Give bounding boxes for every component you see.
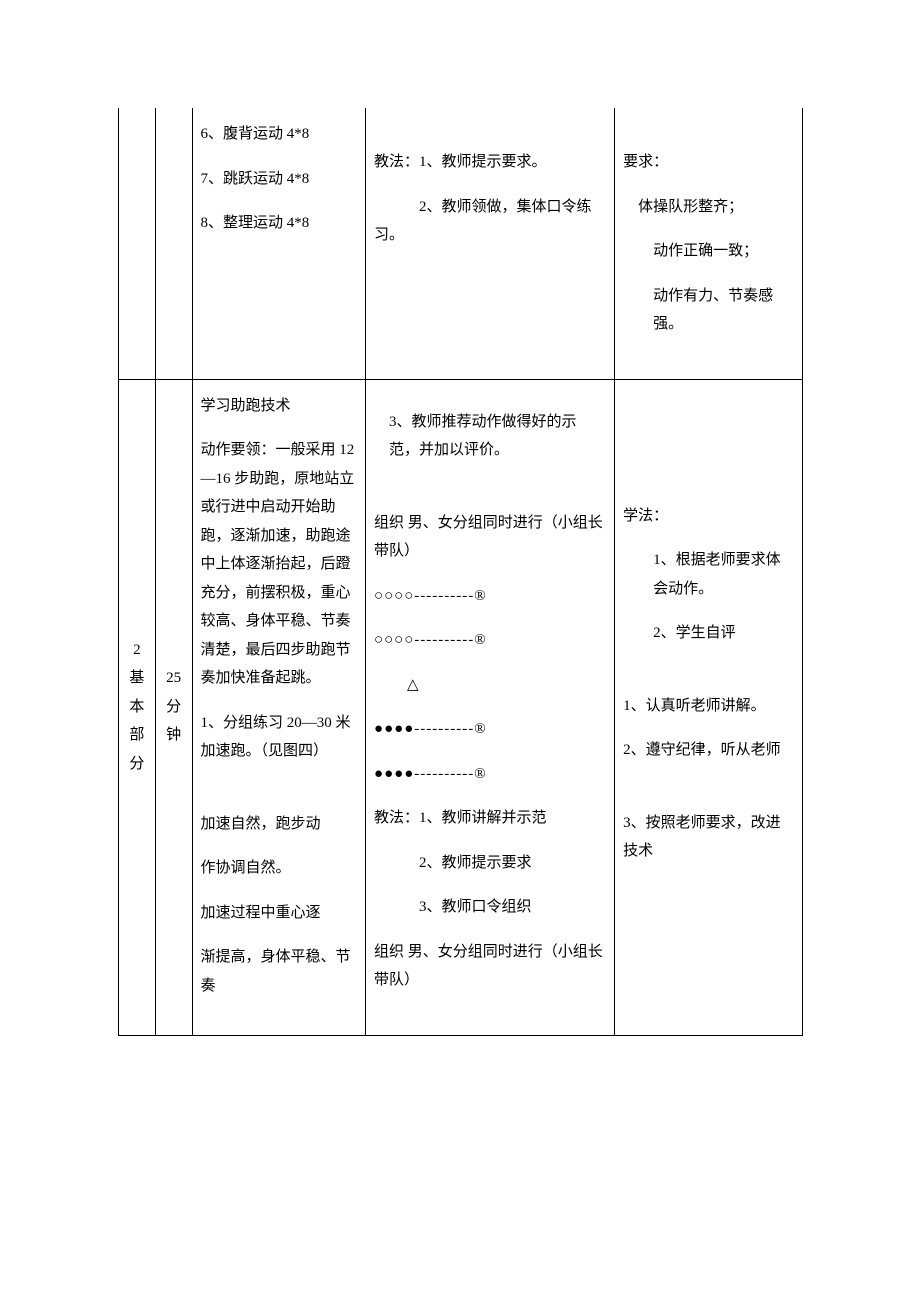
cell-content: 学习助跑技术 动作要领：一般采用 12—16 步助跑，原地站立或行进中启动开始助… — [192, 379, 366, 1035]
table-row: 6、腹背运动 4*8 7、跳跃运动 4*8 8、整理运动 4*8 教法：1、教师… — [119, 108, 803, 379]
formation-line: ○○○○----------® — [374, 582, 606, 611]
text: 学习助跑技术 — [201, 392, 358, 421]
time-char: 分 — [164, 693, 184, 722]
section-char: 基 — [127, 664, 147, 693]
text: 7、跳跃运动 4*8 — [201, 165, 358, 194]
cell-requirement: 学法： 1、根据老师要求体会动作。 2、学生自评 1、认真听老师讲解。 2、遵守… — [615, 379, 803, 1035]
time-char: 钟 — [164, 721, 184, 750]
section-char: 部 — [127, 721, 147, 750]
section-char: 本 — [127, 693, 147, 722]
text: 渐提高，身体平稳、节奏 — [201, 943, 358, 1000]
text: 组织 男、女分组同时进行（小组长带队） — [374, 938, 606, 995]
text: 6、腹背运动 4*8 — [201, 120, 358, 149]
cell-time: 25 分 钟 — [155, 379, 192, 1035]
page: 6、腹背运动 4*8 7、跳跃运动 4*8 8、整理运动 4*8 教法：1、教师… — [0, 0, 920, 1156]
text: 8、整理运动 4*8 — [201, 209, 358, 238]
text: 体操队形整齐； — [623, 193, 794, 222]
text: 2、学生自评 — [623, 619, 794, 648]
cell-content: 6、腹背运动 4*8 7、跳跃运动 4*8 8、整理运动 4*8 — [192, 108, 366, 379]
cell-method: 3、教师推荐动作做得好的示范，并加以评价。 组织 男、女分组同时进行（小组长带队… — [366, 379, 615, 1035]
text: 1、根据老师要求体会动作。 — [623, 546, 794, 603]
cell-method: 教法：1、教师提示要求。 2、教师领做，集体口令练习。 — [366, 108, 615, 379]
section-number: 2 — [127, 636, 147, 665]
table-row: 2 基 本 部 分 25 分 钟 学习助跑技术 动作要领：一般采用 12—16 … — [119, 379, 803, 1035]
formation-teacher: △ — [374, 671, 606, 700]
text: 加速过程中重心逐 — [201, 899, 358, 928]
text: 2、教师领做，集体口令练习。 — [374, 193, 606, 250]
text: 1、认真听老师讲解。 — [623, 692, 794, 721]
text: 3、按照老师要求，改进技术 — [623, 809, 794, 866]
section-char: 分 — [127, 750, 147, 779]
text: 学法： — [623, 502, 794, 531]
text: 作协调自然。 — [201, 854, 358, 883]
text: 3、教师推荐动作做得好的示范，并加以评价。 — [374, 408, 606, 465]
formation-line: ●●●●----------® — [374, 715, 606, 744]
cell-section — [119, 108, 156, 379]
cell-requirement: 要求： 体操队形整齐； 动作正确一致； 动作有力、节奏感强。 — [615, 108, 803, 379]
formation-line: ●●●●----------® — [374, 760, 606, 789]
text: 加速自然，跑步动 — [201, 810, 358, 839]
text: 动作要领：一般采用 12—16 步助跑，原地站立或行进中启动开始助跑，逐渐加速，… — [201, 436, 358, 693]
time-number: 25 — [164, 664, 184, 693]
lesson-plan-table: 6、腹背运动 4*8 7、跳跃运动 4*8 8、整理运动 4*8 教法：1、教师… — [118, 108, 803, 1036]
text: 教法：1、教师提示要求。 — [374, 148, 606, 177]
text: 2、遵守纪律，听从老师 — [623, 736, 794, 765]
text: 1、分组练习 20—30 米加速跑。（见图四） — [201, 709, 358, 766]
text: 组织 男、女分组同时进行（小组长带队） — [374, 509, 606, 566]
cell-time — [155, 108, 192, 379]
text: 2、教师提示要求 — [374, 849, 606, 878]
formation-line: ○○○○----------® — [374, 626, 606, 655]
text: 教法：1、教师讲解并示范 — [374, 804, 606, 833]
text: 要求： — [623, 148, 794, 177]
text: 动作正确一致； — [623, 237, 794, 266]
text: 动作有力、节奏感强。 — [623, 282, 794, 339]
text: 3、教师口令组织 — [374, 893, 606, 922]
cell-section: 2 基 本 部 分 — [119, 379, 156, 1035]
